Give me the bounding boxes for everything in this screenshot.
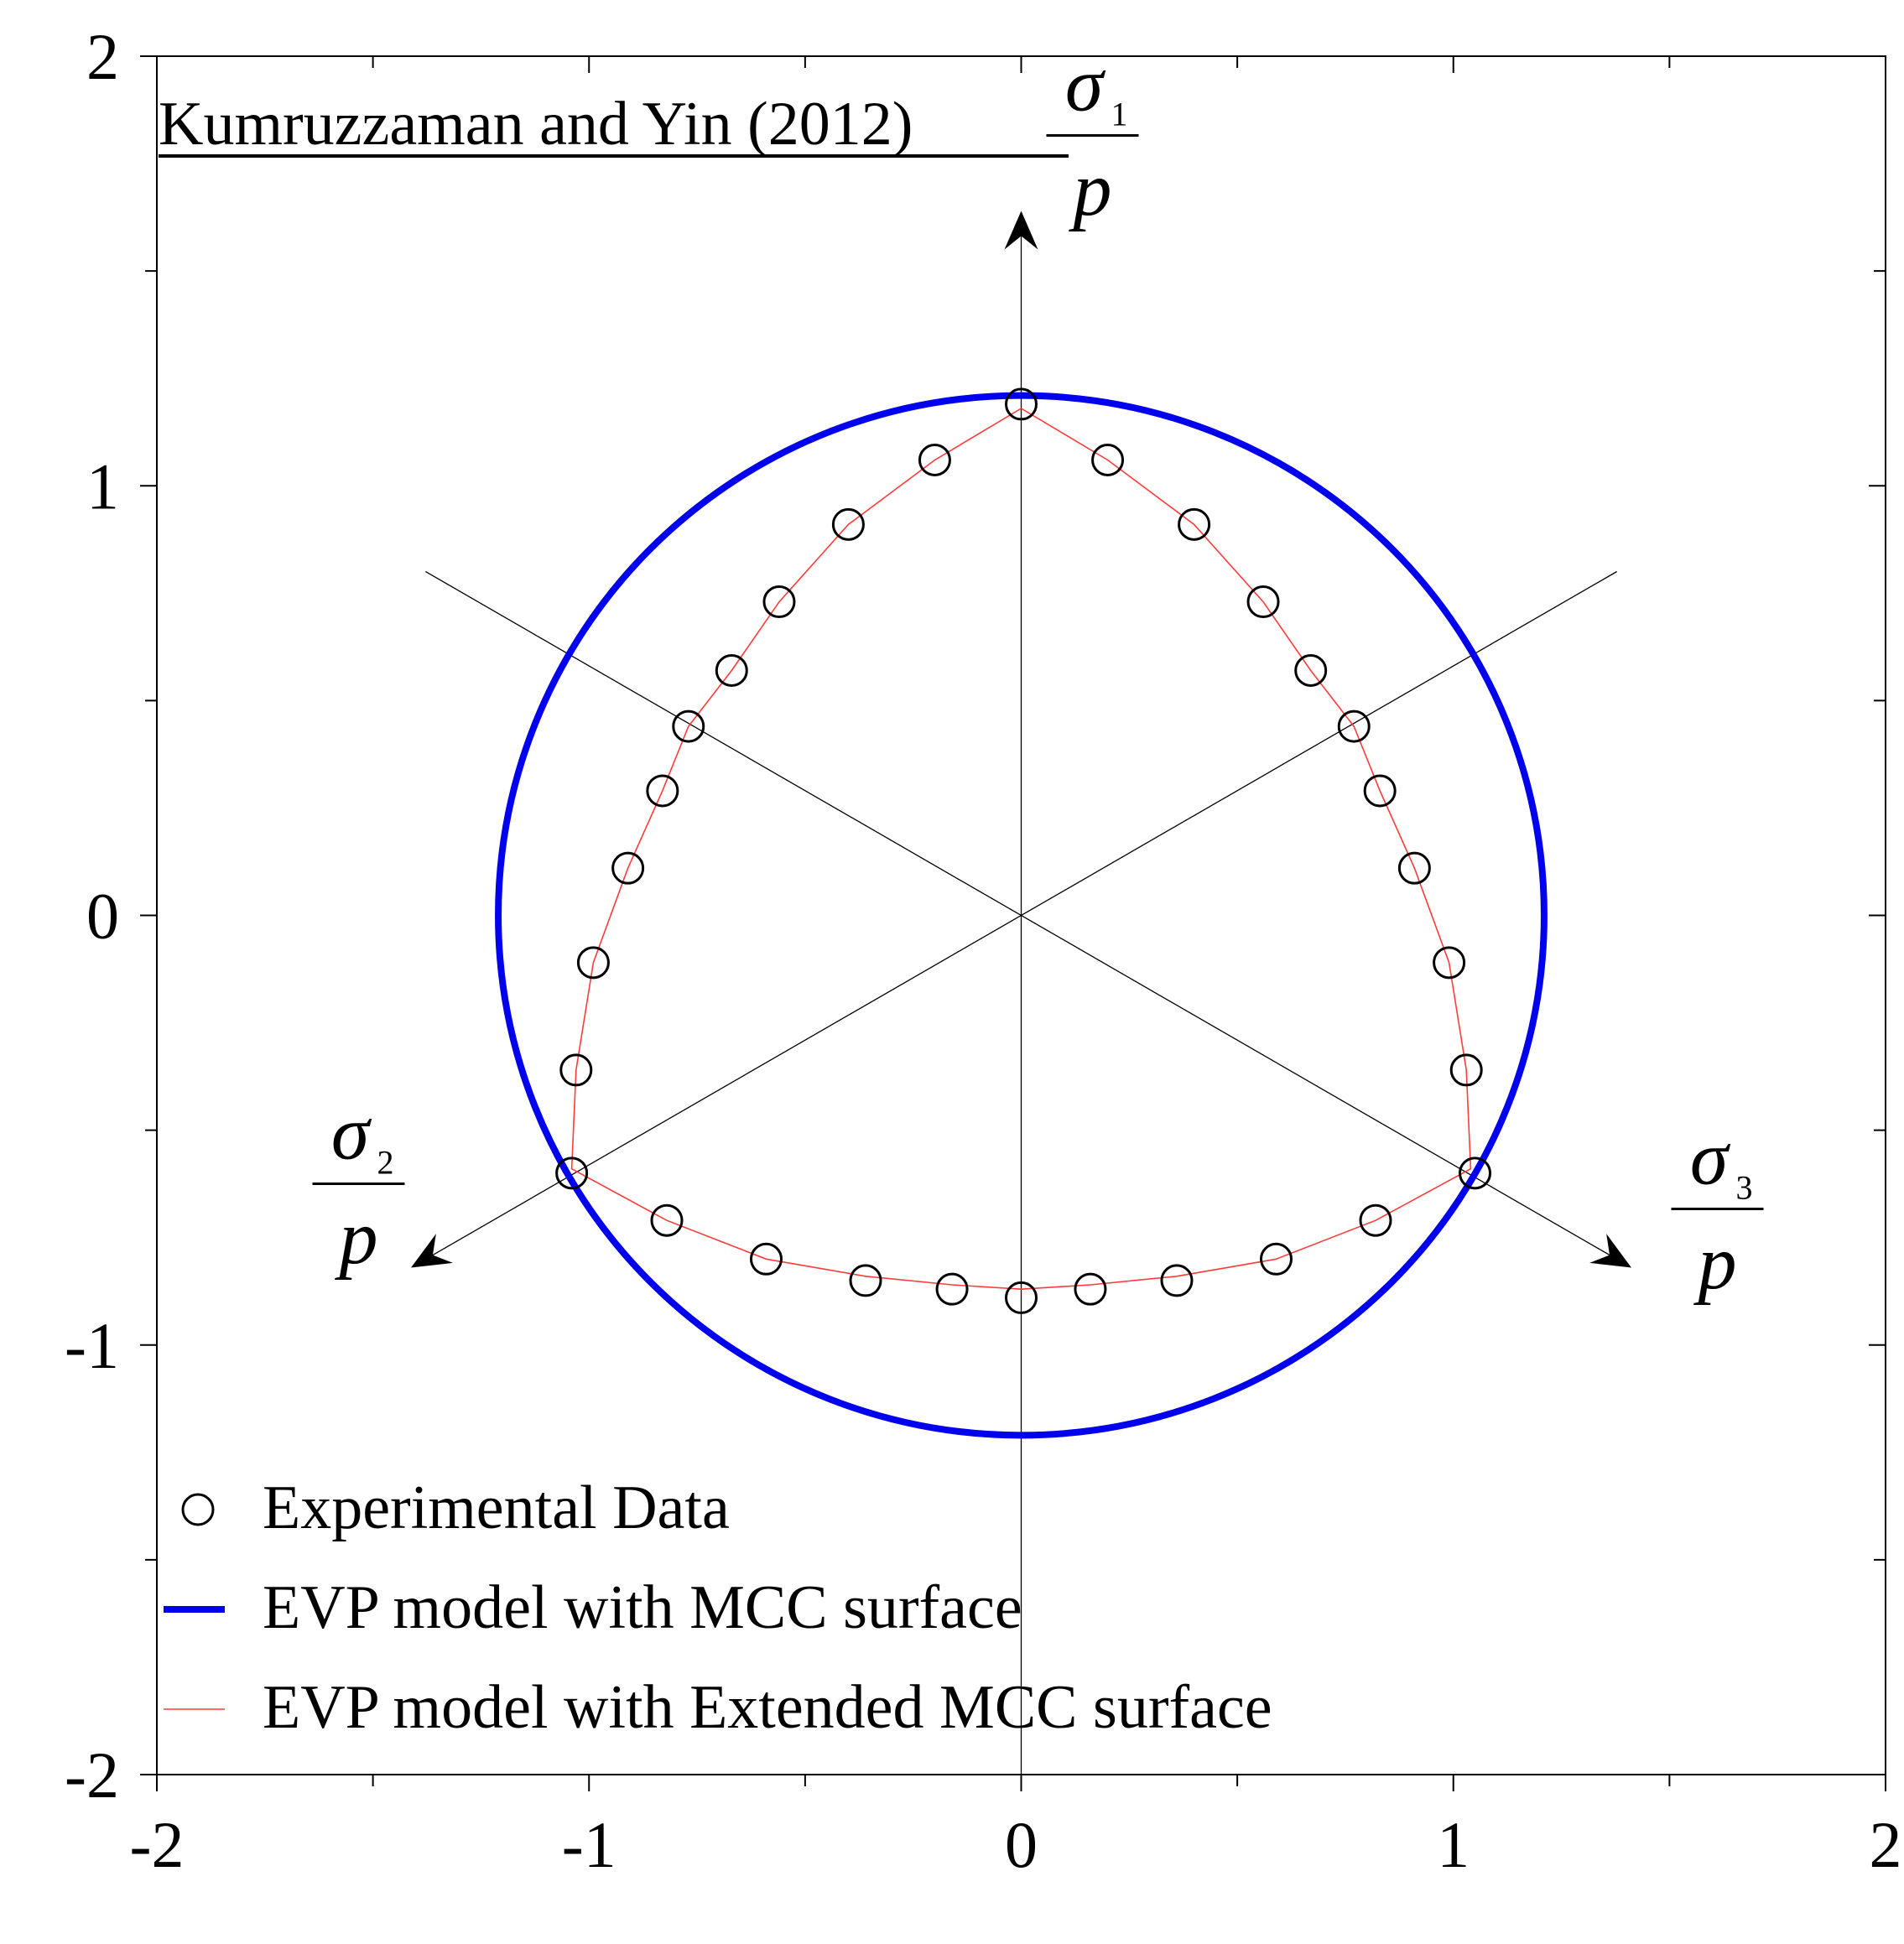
experimental-data-point — [1397, 851, 1431, 885]
legend-item: EVP model with Extended MCC surface — [164, 1673, 1272, 1742]
experimental-data-point — [1246, 585, 1280, 619]
principal-axis-arrow-3 — [1589, 1234, 1631, 1268]
legend-label: Experimental Data — [263, 1474, 730, 1542]
principal-axis-arrow-2 — [411, 1234, 453, 1268]
experimental-data-point — [1259, 1242, 1293, 1276]
legend-label: EVP model with Extended MCC surface — [263, 1673, 1272, 1742]
x-tick-label: 1 — [1437, 1808, 1470, 1881]
principal-stress-axes: σ 1pσ 2pσ 3p — [312, 42, 1764, 1775]
experimental-data-point — [1363, 774, 1397, 808]
tick-labels: -2 -1 0 1 2 2 1 0 -1 -2 — [65, 20, 1901, 1881]
x-tick-label: 0 — [1005, 1808, 1038, 1881]
chart-title: Kumruzzaman and Yin (2012) — [159, 90, 913, 159]
experimental-data-point — [831, 507, 865, 541]
y-tick-label: 2 — [86, 20, 119, 93]
axis-label-sigma: σ — [1065, 42, 1106, 127]
experimental-data-point — [672, 710, 705, 743]
axis-label-sigma: σ — [331, 1090, 372, 1176]
experimental-data-point — [1337, 710, 1371, 743]
data-series — [495, 387, 1548, 1439]
series-mcc-surface-circle — [495, 392, 1548, 1439]
axis-label-denominator: p — [335, 1195, 378, 1281]
experimental-data-point — [750, 1242, 783, 1276]
experimental-data-point — [1459, 1157, 1492, 1190]
axis-label-subscript: 2 — [377, 1144, 394, 1182]
experimental-data-point — [1091, 444, 1125, 477]
experimental-data-point — [1433, 946, 1466, 980]
x-tick-label: -2 — [130, 1808, 185, 1881]
experimental-data-point — [762, 585, 796, 619]
axis-label-subscript: 1 — [1111, 96, 1128, 133]
y-tick-label: -1 — [65, 1309, 119, 1382]
x-tick-label: -1 — [562, 1808, 616, 1881]
legend-marker-circle — [181, 1493, 215, 1526]
experimental-data-point — [611, 851, 645, 885]
experimental-data-point — [1294, 654, 1328, 688]
y-tick-label: 1 — [86, 450, 119, 522]
experimental-data-point — [1005, 387, 1038, 421]
experimental-data-point — [849, 1264, 882, 1297]
experimental-data-point — [715, 654, 748, 688]
experimental-data-point — [1074, 1272, 1107, 1306]
experimental-data-point — [1359, 1203, 1392, 1237]
principal-axis-label-3: σ 3 p — [1671, 1115, 1764, 1306]
legend-label: EVP model with MCC surface — [263, 1573, 1022, 1642]
y-tick-label: 0 — [86, 880, 119, 953]
experimental-data-point — [918, 444, 951, 477]
y-tick-label: -2 — [65, 1739, 119, 1811]
experimental-data-point — [1178, 507, 1211, 541]
principal-axis-arrow-1 — [1004, 211, 1038, 250]
experimental-data-point — [935, 1272, 969, 1306]
axis-label-denominator: p — [1069, 147, 1112, 232]
experimental-data-point — [650, 1203, 684, 1237]
axis-label-sigma: σ — [1690, 1115, 1731, 1201]
experimental-data-point — [1005, 1281, 1038, 1314]
series-extended-mcc-line — [570, 408, 1472, 1291]
x-tick-label: 2 — [1870, 1808, 1902, 1881]
axis-label-denominator: p — [1693, 1220, 1737, 1306]
axis-ticks — [140, 55, 1886, 1791]
experimental-data-point — [555, 1157, 589, 1190]
experimental-data-point — [646, 774, 679, 808]
experimental-data-point — [576, 946, 610, 980]
chart-title-group: Kumruzzaman and Yin (2012) — [159, 90, 1069, 159]
experimental-data-point — [1160, 1264, 1194, 1297]
experimental-data-point — [559, 1053, 593, 1087]
principal-axis-label-2: σ 2 p — [312, 1090, 405, 1281]
principal-axis-label-1: σ 1 p — [1046, 42, 1139, 232]
axis-label-subscript: 3 — [1736, 1169, 1753, 1207]
legend: Experimental Data EVP model with MCC surf… — [164, 1474, 1272, 1742]
legend-item: EVP model with MCC surface — [164, 1573, 1022, 1642]
principal-axis-line-3 — [425, 570, 1617, 1260]
experimental-data-point — [1449, 1053, 1483, 1087]
legend-item: Experimental Data — [181, 1474, 730, 1542]
